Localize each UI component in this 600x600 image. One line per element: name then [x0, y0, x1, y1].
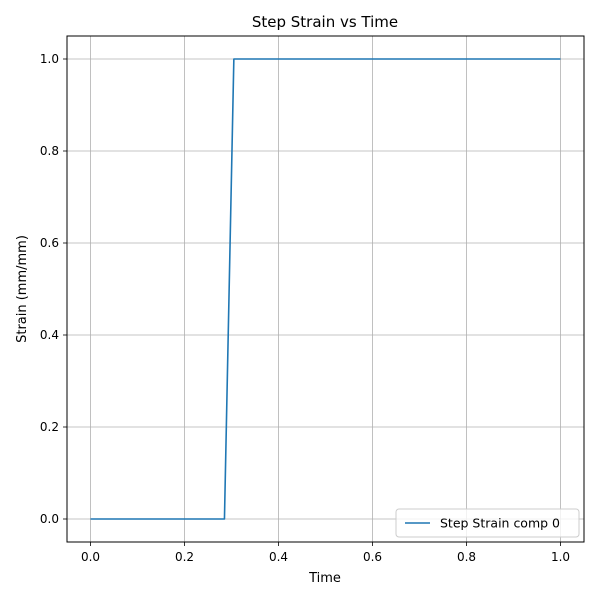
x-tick-label: 0.2 [175, 550, 194, 564]
y-tick-label: 0.4 [40, 328, 59, 342]
plot-border [66, 35, 585, 543]
x-axis-label: Time [308, 571, 341, 586]
x-tick-label: 1.0 [551, 550, 570, 564]
grid [67, 36, 584, 542]
y-axis: 0.0 0.2 0.4 0.6 0.8 1.0 [40, 52, 67, 526]
x-tick-label: 0.6 [363, 550, 382, 564]
x-tick-label: 0.8 [457, 550, 476, 564]
legend-label: Step Strain comp 0 [440, 516, 560, 531]
plot-frame [67, 36, 584, 542]
legend-box [395, 508, 580, 538]
y-tick-label: 1.0 [40, 52, 59, 66]
x-tick-label: 0.0 [81, 550, 100, 564]
y-tick-label: 0.0 [40, 512, 59, 526]
y-axis-label: Strain (mm/mm) [15, 235, 30, 343]
x-axis: 0.0 0.2 0.4 0.6 0.8 1.0 [81, 542, 570, 564]
y-tick-label: 0.2 [40, 420, 59, 434]
series-layer [90, 58, 561, 520]
y-tick-label: 0.8 [40, 144, 59, 158]
series-line [90, 58, 561, 520]
x-tick-label: 0.4 [269, 550, 288, 564]
legend: Step Strain comp 0 [395, 508, 580, 538]
plot-area [66, 35, 585, 543]
y-tick-label: 0.6 [40, 236, 59, 250]
chart-title: Step Strain vs Time [252, 13, 398, 31]
